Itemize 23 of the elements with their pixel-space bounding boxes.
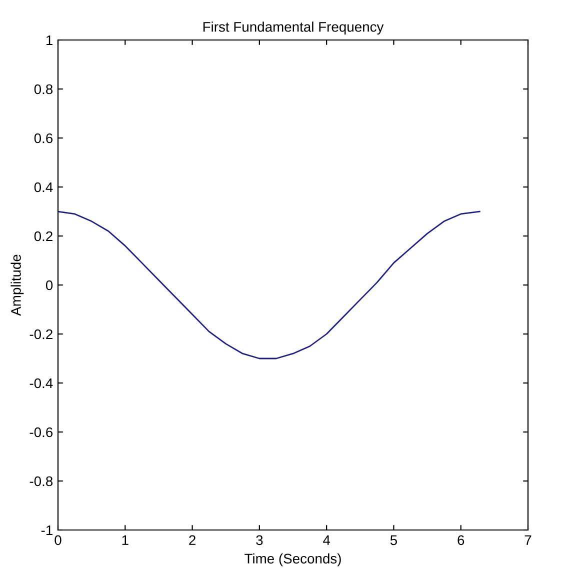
x-tick-label: 7 <box>524 535 532 545</box>
line-series <box>58 210 480 360</box>
x-tick-label: 5 <box>390 535 397 546</box>
y-tick-label: 1 <box>46 35 52 46</box>
x-axis-title: Time (Seconds) <box>244 553 341 566</box>
y-tick-label: 0.6 <box>34 133 53 144</box>
chart-title: First Fundamental Frequency <box>203 22 384 35</box>
y-tick-label: -0.8 <box>30 476 53 486</box>
y-tick-label: -0.6 <box>30 427 53 438</box>
y-tick-label: -1 <box>41 525 52 536</box>
y-tick-label: 0.2 <box>34 231 52 242</box>
x-tick-label: 6 <box>458 535 464 546</box>
x-tick-label: 3 <box>256 535 263 546</box>
y-axis-title: Amplitude <box>10 254 24 316</box>
y-tick-label: 0 <box>46 280 53 290</box>
x-tick-label: 4 <box>323 535 330 545</box>
y-tick-label: -0.4 <box>30 378 53 388</box>
x-tick-label: 1 <box>122 535 128 545</box>
x-tick-label: 0 <box>54 535 62 546</box>
y-tick-label: 0.8 <box>34 84 53 94</box>
x-tick-label: 2 <box>189 535 196 545</box>
y-tick-label: 0.4 <box>34 182 53 192</box>
y-tick-label: -0.2 <box>30 329 52 340</box>
